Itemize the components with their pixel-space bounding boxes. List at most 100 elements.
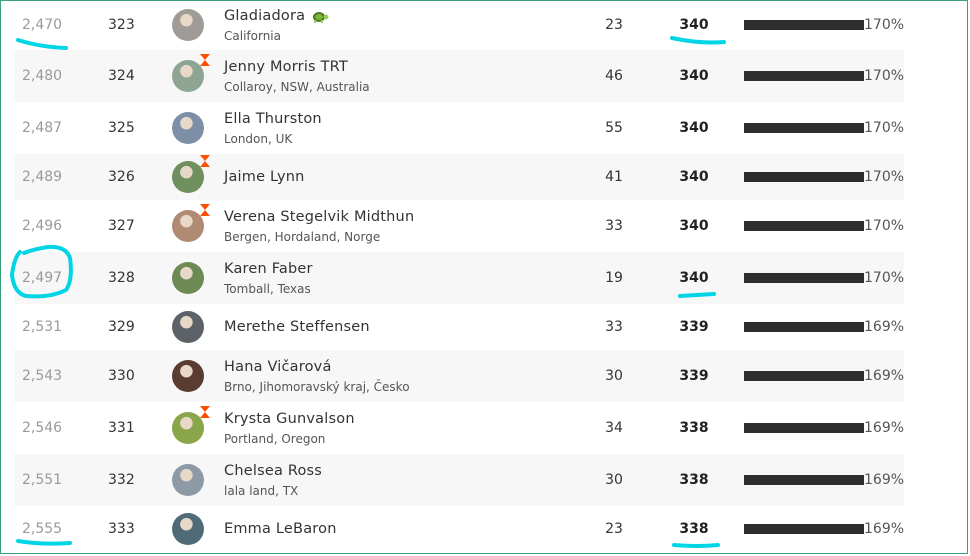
- table-row[interactable]: 2,470 323 Gladiadora California 23 340 170%: [14, 0, 904, 50]
- avatar-cell: [172, 454, 204, 506]
- athlete-location: London, UK: [224, 131, 293, 146]
- activity-count: 55: [605, 120, 623, 136]
- athlete-location: lala land, TX: [224, 483, 299, 498]
- progress-bar-cell: [744, 102, 864, 154]
- table-row[interactable]: 2,543 330 Hana Vičarová Brno, Jihomoravský …: [14, 350, 904, 402]
- progress-bar: [744, 221, 864, 231]
- avatar[interactable]: [172, 54, 210, 92]
- avatar-cell: [172, 102, 204, 154]
- athlete-name[interactable]: Jenny Morris TRT: [224, 58, 348, 75]
- overall-rank: 2,489: [22, 169, 63, 185]
- athlete-name[interactable]: Jaime Lynn: [224, 169, 305, 185]
- progress-bar: [744, 71, 864, 81]
- group-rank: 323: [108, 17, 135, 33]
- activity-count: 33: [605, 218, 623, 234]
- table-row[interactable]: 2,487 325 Ella Thurston London, UK 55 340 170%: [14, 102, 904, 154]
- athlete-location: California: [224, 28, 281, 43]
- activity-count: 33: [605, 319, 623, 335]
- avatar[interactable]: [172, 513, 204, 545]
- table-row[interactable]: 2,489 326 Jaime Lynn 41 340 170%: [14, 154, 904, 200]
- athlete-info: Merethe Steffensen: [224, 304, 584, 350]
- progress-bar-cell: [744, 252, 864, 304]
- subscriber-badge-icon: [200, 155, 210, 167]
- athlete-location: Brno, Jihomoravský kraj, Česko: [224, 379, 410, 394]
- subscriber-badge-icon: [200, 406, 210, 418]
- score-value: 340: [679, 17, 709, 33]
- avatar[interactable]: [172, 9, 204, 41]
- score-value: 339: [679, 368, 709, 384]
- table-row[interactable]: 2,496 327 Verena Stegelvik Midthun Bergen, …: [14, 200, 904, 252]
- avatar-cell: [172, 154, 210, 200]
- group-rank: 331: [108, 420, 135, 436]
- activity-count: 23: [605, 17, 623, 33]
- progress-bar-cell: [744, 154, 864, 200]
- progress-percent: 170%: [864, 169, 905, 185]
- athlete-info: Jaime Lynn: [224, 154, 584, 200]
- avatar[interactable]: [172, 464, 204, 496]
- progress-bar-cell: [744, 304, 864, 350]
- group-rank: 325: [108, 120, 135, 136]
- progress-bar: [744, 172, 864, 182]
- score-value: 340: [679, 68, 709, 84]
- athlete-name[interactable]: Emma LeBaron: [224, 521, 337, 537]
- overall-rank: 2,497: [22, 270, 63, 286]
- table-row[interactable]: 2,531 329 Merethe Steffensen 33 339 169%: [14, 304, 904, 350]
- overall-rank: 2,487: [22, 120, 63, 136]
- athlete-name[interactable]: Chelsea Ross: [224, 462, 323, 479]
- athlete-info: Chelsea Ross lala land, TX: [224, 454, 584, 506]
- progress-percent: 169%: [864, 319, 905, 335]
- group-rank: 329: [108, 319, 135, 335]
- athlete-name[interactable]: Verena Stegelvik Midthun: [224, 208, 415, 225]
- athlete-name[interactable]: Gladiadora: [224, 7, 329, 25]
- progress-percent: 169%: [864, 521, 905, 537]
- athlete-location: Bergen, Hordaland, Norge: [224, 229, 381, 244]
- score-value: 338: [679, 472, 709, 488]
- avatar-cell: [172, 506, 204, 552]
- progress-bar-cell: [744, 200, 864, 252]
- avatar[interactable]: [172, 262, 204, 294]
- progress-bar: [744, 123, 864, 133]
- avatar[interactable]: [172, 406, 210, 444]
- progress-bar: [744, 322, 864, 332]
- athlete-name[interactable]: Karen Faber: [224, 260, 313, 277]
- avatar[interactable]: [172, 112, 204, 144]
- athlete-info: Krysta Gunvalson Portland, Oregon: [224, 402, 584, 454]
- avatar[interactable]: [172, 155, 210, 193]
- activity-count: 46: [605, 68, 623, 84]
- group-rank: 330: [108, 368, 135, 384]
- group-rank: 324: [108, 68, 135, 84]
- athlete-name[interactable]: Ella Thurston: [224, 110, 322, 127]
- table-row[interactable]: 2,480 324 Jenny Morris TRT Collaroy, NSW, A…: [14, 50, 904, 102]
- score-value: 340: [679, 120, 709, 136]
- progress-bar: [744, 273, 864, 283]
- progress-bar-cell: [744, 402, 864, 454]
- avatar[interactable]: [172, 311, 204, 343]
- athlete-name[interactable]: Krysta Gunvalson: [224, 410, 355, 427]
- avatar[interactable]: [172, 204, 210, 242]
- group-rank: 326: [108, 169, 135, 185]
- subscriber-badge-icon: [200, 204, 210, 216]
- score-value: 340: [679, 218, 709, 234]
- table-row[interactable]: 2,555 333 Emma LeBaron 23 338 169%: [14, 506, 904, 552]
- group-rank: 327: [108, 218, 135, 234]
- athlete-info: Emma LeBaron: [224, 506, 584, 552]
- activity-count: 30: [605, 368, 623, 384]
- score-value: 339: [679, 319, 709, 335]
- overall-rank: 2,531: [22, 319, 63, 335]
- progress-percent: 170%: [864, 218, 905, 234]
- avatar-cell: [172, 0, 204, 50]
- athlete-info: Gladiadora California: [224, 0, 584, 50]
- progress-bar-cell: [744, 454, 864, 506]
- avatar[interactable]: [172, 360, 204, 392]
- table-row[interactable]: 2,551 332 Chelsea Ross lala land, TX 30 338 16…: [14, 454, 904, 506]
- table-row[interactable]: 2,497 328 Karen Faber Tomball, Texas 19 340 17…: [14, 252, 904, 304]
- athlete-location: Portland, Oregon: [224, 431, 326, 446]
- athlete-location: Collaroy, NSW, Australia: [224, 79, 370, 94]
- athlete-name[interactable]: Hana Vičarová: [224, 358, 332, 375]
- athlete-name[interactable]: Merethe Steffensen: [224, 319, 370, 335]
- score-value: 338: [679, 420, 709, 436]
- athlete-location: Tomball, Texas: [224, 281, 311, 296]
- overall-rank: 2,543: [22, 368, 63, 384]
- table-row[interactable]: 2,546 331 Krysta Gunvalson Portland, Oregon…: [14, 402, 904, 454]
- athlete-info: Karen Faber Tomball, Texas: [224, 252, 584, 304]
